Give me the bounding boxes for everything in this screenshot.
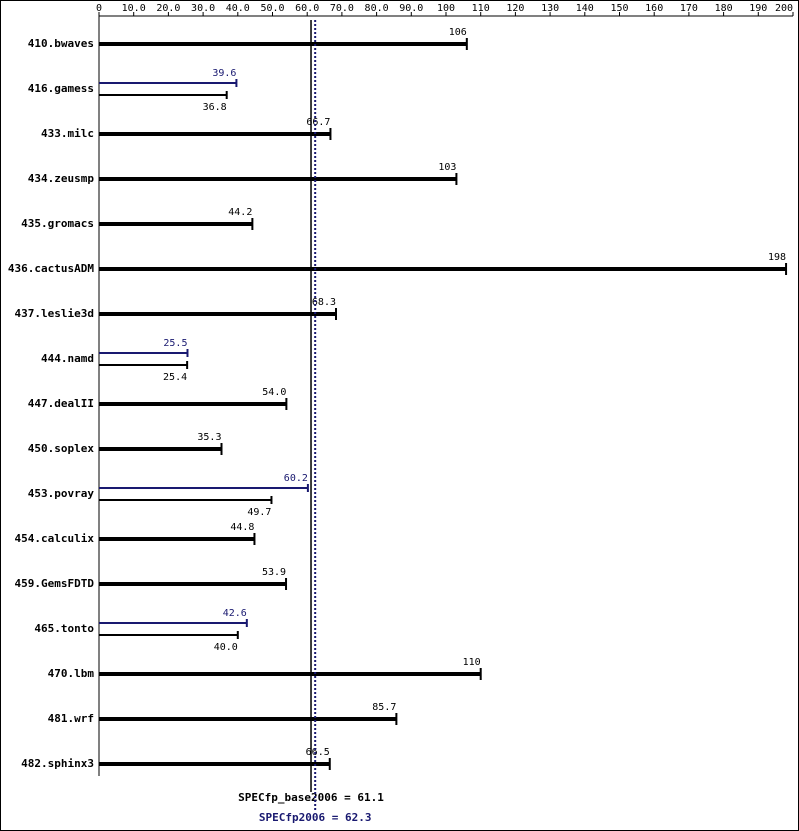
x-tick-label: 140 [576,3,594,14]
value-label: 44.2 [228,207,252,218]
x-tick-label: 0 [96,3,102,14]
category-label: 447.dealII [28,397,94,410]
x-tick-label: 60.0 [295,3,319,14]
value-label: 40.0 [214,642,238,653]
x-tick-label: 10.0 [122,3,146,14]
value-label: 66.7 [306,117,330,128]
bar [99,177,457,181]
category-label: 459.GemsFDTD [15,577,95,590]
value-label: 103 [438,162,456,173]
value-label: 53.9 [262,567,286,578]
value-label: 44.8 [230,522,254,533]
x-tick-label: 190 [749,3,767,14]
value-label: 110 [463,657,481,668]
category-label: 454.calculix [15,532,95,545]
category-label: 453.povray [28,487,95,500]
category-label: 435.gromacs [21,217,94,230]
bar [99,267,787,271]
x-tick-label: 170 [680,3,698,14]
value-label: 198 [768,252,786,263]
x-tick-label: 30.0 [191,3,215,14]
bar [99,537,255,541]
category-label: 437.leslie3d [15,307,94,320]
category-label: 482.sphinx3 [21,757,94,770]
x-tick-label: 150 [610,3,628,14]
base-bar [99,634,238,636]
x-tick-label: 90.0 [399,3,423,14]
x-tick-label: 160 [645,3,663,14]
value-label: 36.8 [203,102,227,113]
bar [99,447,222,451]
x-tick-label: 110 [472,3,490,14]
x-tick-label: 120 [506,3,524,14]
bar [99,672,481,676]
x-tick-label: 20.0 [156,3,180,14]
category-label: 416.gamess [28,82,94,95]
category-label: 444.namd [41,352,94,365]
value-label: 39.6 [212,68,236,79]
peak-bar [99,487,308,489]
value-label: 42.6 [223,608,247,619]
value-label: 60.2 [284,473,308,484]
category-label: 410.bwaves [28,37,94,50]
bar [99,222,253,226]
bar [99,582,287,586]
value-label: 25.5 [163,338,187,349]
bar [99,717,397,721]
value-label: 49.7 [247,507,271,518]
category-label: 436.cactusADM [8,262,94,275]
category-label: 481.wrf [48,712,94,725]
bar [99,42,467,46]
bar [99,762,330,766]
base-bar [99,94,227,96]
value-label: 25.4 [163,372,187,383]
x-tick-label: 200 [775,3,793,14]
reference-label: SPECfp_base2006 = 61.1 [238,791,384,804]
bar [99,402,287,406]
value-label: 85.7 [372,702,396,713]
value-label: 66.5 [306,747,330,758]
bar [99,312,337,316]
category-label: 433.milc [41,127,94,140]
value-label: 35.3 [197,432,221,443]
x-tick-label: 40.0 [226,3,250,14]
x-tick-label: 80.0 [365,3,389,14]
category-label: 465.tonto [34,622,94,635]
base-bar [99,364,188,366]
x-tick-label: 100 [437,3,455,14]
value-label: 54.0 [262,387,286,398]
category-label: 470.lbm [48,667,95,680]
value-label: 68.3 [312,297,336,308]
base-bar [99,499,272,501]
category-label: 450.soplex [28,442,95,455]
category-label: 434.zeusmp [28,172,95,185]
peak-bar [99,622,247,624]
peak-bar [99,82,237,84]
peak-bar [99,352,188,354]
value-label: 106 [449,27,467,38]
x-tick-label: 70.0 [330,3,354,14]
x-tick-label: 180 [715,3,733,14]
bar [99,132,331,136]
reference-label: SPECfp2006 = 62.3 [259,811,372,824]
x-tick-label: 50.0 [260,3,284,14]
x-tick-label: 130 [541,3,559,14]
